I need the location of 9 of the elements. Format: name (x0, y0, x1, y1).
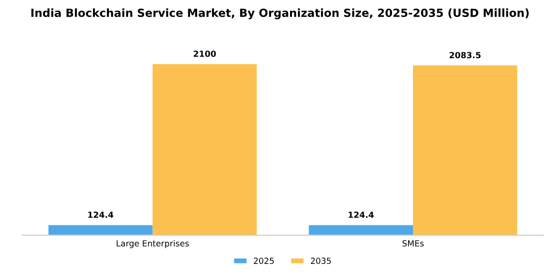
legend-label: 2035 (310, 258, 331, 264)
data-label: 2100 (194, 50, 216, 57)
data-label: 124.4 (88, 212, 114, 218)
x-tick-label: Large Enterprises (116, 240, 189, 248)
data-label: 2083.5 (450, 52, 481, 58)
chart-title: India Blockchain Service Market, By Organization Size, 2025-2035 (USD Million) (31, 8, 529, 20)
data-label: 124.4 (348, 212, 374, 218)
x-tick-label: SMEs (402, 240, 424, 247)
legend-label: 2025 (254, 258, 274, 264)
